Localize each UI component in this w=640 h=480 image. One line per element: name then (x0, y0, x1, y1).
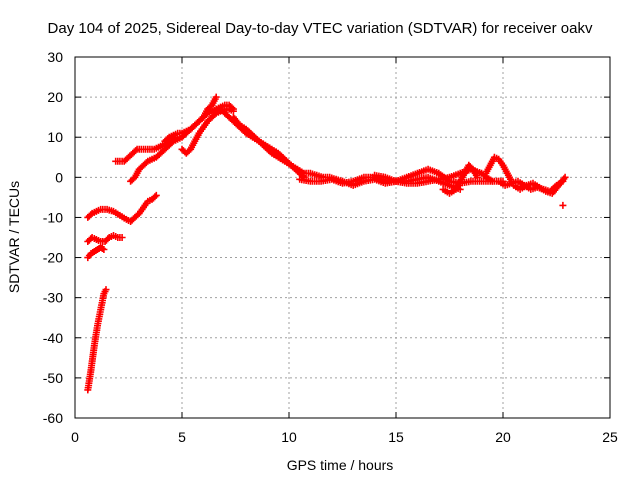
x-tick-label: 5 (178, 429, 186, 445)
series-markers (84, 232, 126, 245)
x-tick-label: 20 (495, 429, 511, 445)
series-arc-rise-c (178, 105, 237, 157)
y-tick-label: -20 (43, 250, 63, 266)
y-tick-label: 10 (47, 129, 63, 145)
series-markers (482, 153, 516, 185)
series-arc-peak-late (482, 153, 516, 185)
grid (75, 57, 610, 418)
y-tick-label: -10 (43, 209, 63, 225)
chart-title: Day 104 of 2025, Sidereal Day-to-day VTE… (48, 20, 593, 37)
data-points (84, 93, 569, 394)
y-tick-label: 30 (47, 49, 63, 65)
series-arc-cluster (439, 161, 481, 197)
series-steep-rise (84, 286, 110, 394)
axis-ticks: 0 5 10 15 20 25 -60 -50 -40 -30 -20 -10 0 10 20 30 (43, 49, 618, 445)
plot-frame (74, 56, 611, 419)
y-axis-label: SDTVAR / TECUs (6, 181, 22, 293)
series-markers (178, 105, 237, 157)
series-markers (84, 286, 110, 394)
series-markers (84, 244, 108, 262)
y-tick-label: 0 (55, 169, 63, 185)
x-tick-label: 10 (281, 429, 297, 445)
series-markers (439, 161, 481, 197)
series-isolated (559, 201, 567, 209)
series-markers (510, 173, 569, 197)
series-arc-rise-b (161, 101, 237, 145)
y-tick-label: -60 (43, 410, 63, 426)
series-arc-low (84, 244, 108, 262)
x-tick-label: 25 (602, 429, 618, 445)
y-tick-label: -50 (43, 370, 63, 386)
series-arc-decay-b (229, 113, 308, 181)
y-tick-label: -30 (43, 290, 63, 306)
x-axis-label: GPS time / hours (287, 457, 394, 473)
y-tick-label: -40 (43, 330, 63, 346)
series-markers (559, 201, 567, 209)
series-markers (84, 191, 160, 225)
series-markers (161, 101, 237, 145)
x-tick-label: 0 (71, 429, 79, 445)
series-arc-rise-a (127, 93, 220, 185)
x-tick-label: 15 (388, 429, 404, 445)
series-arc-tail-b (510, 173, 569, 197)
series-arc-upper (84, 191, 160, 225)
series-markers (127, 93, 220, 185)
y-tick-label: 20 (47, 89, 63, 105)
series-markers (229, 113, 308, 181)
series-arc-mid (84, 232, 126, 245)
